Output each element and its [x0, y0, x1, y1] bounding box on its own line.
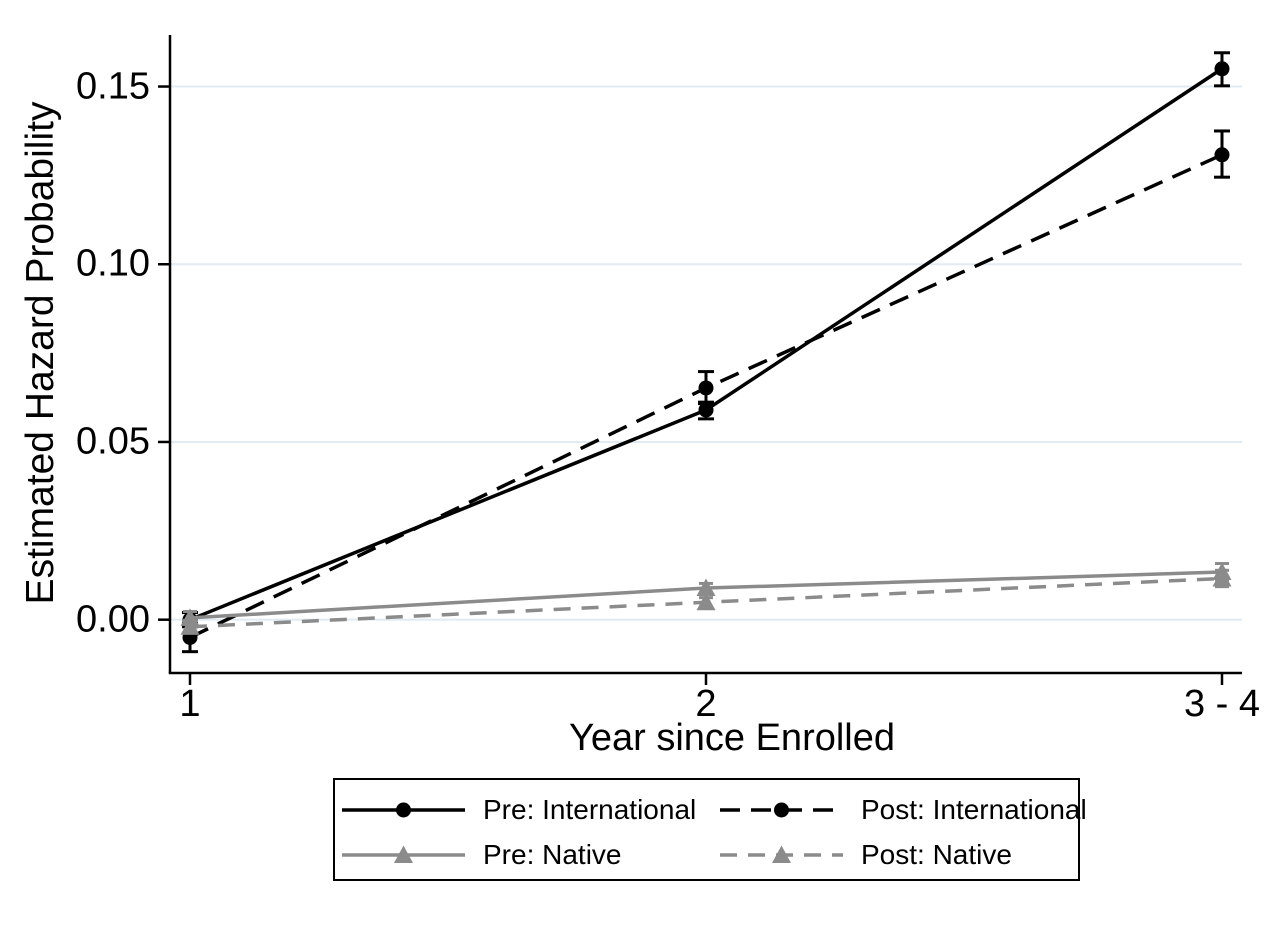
y-tick-label: 0.10	[76, 242, 150, 285]
legend-key-pre-international-icon	[342, 802, 465, 818]
legend-key-post-international-icon	[720, 802, 843, 818]
legend-label-pre-native: Pre: Native	[483, 839, 622, 870]
legend-entry-post-native: Post: Native	[720, 839, 1012, 870]
legend-label-post-native: Post: Native	[861, 839, 1012, 870]
x-tick-label: 1	[179, 683, 201, 725]
legend-key-pre-native-icon	[342, 845, 465, 863]
legend-entry-pre-international: Pre: International	[342, 794, 697, 825]
y-axis-title: Estimated Hazard Probability	[19, 101, 62, 605]
legend-label-post-international: Post: International	[861, 794, 1087, 825]
legend-key-post-native-icon	[720, 845, 843, 863]
legend-entry-pre-native: Pre: Native	[342, 839, 622, 870]
axes	[158, 35, 1242, 685]
y-tick-label: 0.15	[76, 65, 150, 108]
legend: Pre: International Post: International P…	[333, 778, 1087, 881]
y-tick-label: 0.00	[76, 598, 150, 641]
y-tick-label: 0.05	[76, 420, 150, 463]
x-tick-label: 3 - 4	[1183, 683, 1261, 725]
data-series	[180, 51, 1232, 654]
x-axis-title: Year since Enrolled	[568, 717, 896, 759]
legend-entry-post-international: Post: International	[720, 794, 1087, 825]
x-tick-label: 2	[695, 683, 717, 725]
gridlines	[171, 85, 1242, 621]
legend-label-pre-international: Pre: International	[483, 794, 697, 825]
